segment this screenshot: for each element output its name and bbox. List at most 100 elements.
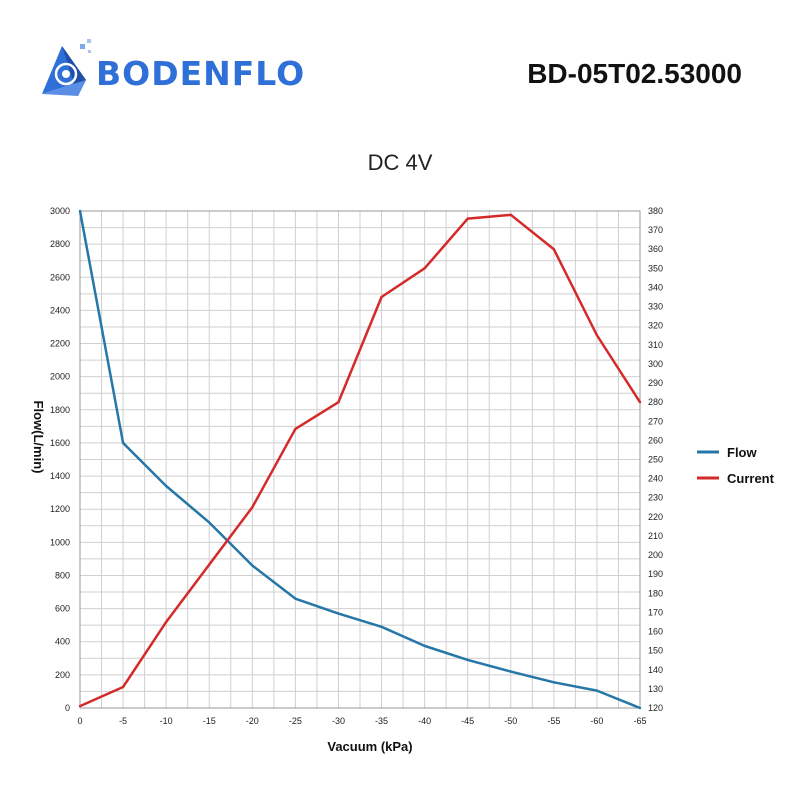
y2-tick-label: 370 bbox=[648, 225, 663, 235]
y2-tick-label: 170 bbox=[648, 607, 663, 617]
x-tick-label: -30 bbox=[332, 716, 345, 726]
y-tick-label: 3000 bbox=[50, 206, 70, 216]
y2-tick-label: 200 bbox=[648, 550, 663, 560]
y2-tick-label: 340 bbox=[648, 282, 663, 292]
data-point-flow bbox=[337, 612, 340, 615]
y-tick-label: 2400 bbox=[50, 305, 70, 315]
data-point-current bbox=[294, 427, 297, 431]
data-point-flow bbox=[164, 484, 168, 488]
data-point-flow bbox=[78, 209, 82, 213]
data-point-current bbox=[208, 563, 211, 566]
y2-tick-label: 130 bbox=[648, 684, 663, 694]
data-point-current bbox=[78, 704, 82, 708]
data-point-flow bbox=[251, 564, 254, 567]
data-point-current bbox=[423, 267, 426, 270]
data-point-flow bbox=[595, 689, 599, 692]
y-tick-label: 2600 bbox=[50, 272, 70, 282]
data-point-flow bbox=[423, 644, 426, 648]
data-point-flow bbox=[208, 521, 211, 524]
y2-tick-label: 190 bbox=[648, 569, 663, 579]
data-point-flow bbox=[380, 625, 383, 629]
data-point-current bbox=[595, 334, 599, 337]
y-tick-label: 2000 bbox=[50, 372, 70, 382]
y-tick-label: 1800 bbox=[50, 405, 70, 415]
y-tick-label: 1000 bbox=[50, 537, 70, 547]
brand-logo bbox=[36, 36, 326, 106]
x-tick-label: -65 bbox=[633, 716, 646, 726]
data-point-flow bbox=[294, 597, 297, 600]
left-axis-ticks: 0 200 400 600 800 1000 1200 1400 1600 1800 2000 220… bbox=[50, 206, 70, 713]
y2-tick-label: 220 bbox=[648, 512, 663, 522]
data-point-flow bbox=[121, 441, 125, 445]
data-point-current bbox=[509, 213, 512, 217]
y-tick-label: 1200 bbox=[50, 504, 70, 514]
y2-tick-label: 330 bbox=[648, 302, 663, 312]
y-tick-label: 1400 bbox=[50, 471, 70, 481]
y-tick-label: 1600 bbox=[50, 438, 70, 448]
right-axis-ticks: 120 130 140 150 160 170 180 190 200 210 220 230 240 2… bbox=[648, 206, 663, 713]
y-tick-label: 0 bbox=[65, 703, 70, 713]
x-tick-label: -10 bbox=[160, 716, 173, 726]
brand-name: BODENFLO bbox=[96, 54, 306, 93]
logo-mark-icon bbox=[42, 39, 91, 96]
y-tick-label: 200 bbox=[55, 670, 70, 680]
y-tick-label: 800 bbox=[55, 570, 70, 580]
x-tick-label: -50 bbox=[504, 716, 517, 726]
data-point-current bbox=[121, 685, 125, 689]
legend-label-current: Current bbox=[727, 471, 775, 486]
grid-lines bbox=[79, 210, 641, 709]
plot-frame bbox=[79, 210, 641, 709]
y2-tick-label: 150 bbox=[648, 646, 663, 656]
y2-tick-label: 320 bbox=[648, 321, 663, 331]
series-line-current bbox=[79, 213, 642, 708]
y2-tick-label: 210 bbox=[648, 531, 663, 541]
x-tick-label: -60 bbox=[590, 716, 603, 726]
data-point-current bbox=[380, 295, 383, 299]
x-tick-label: -5 bbox=[119, 716, 127, 726]
legend: Flow Current bbox=[697, 445, 775, 486]
y2-tick-label: 260 bbox=[648, 435, 663, 445]
x-tick-label: -40 bbox=[418, 716, 431, 726]
data-point-current bbox=[552, 248, 556, 251]
data-point-flow bbox=[466, 658, 469, 662]
y2-tick-label: 120 bbox=[648, 703, 663, 713]
data-point-current bbox=[466, 217, 469, 220]
y2-tick-label: 360 bbox=[648, 244, 663, 254]
y-tick-label: 400 bbox=[55, 637, 70, 647]
data-point-current bbox=[337, 400, 340, 404]
x-tick-label: -45 bbox=[461, 716, 474, 726]
x-tick-label: -25 bbox=[289, 716, 302, 726]
series-line-flow bbox=[78, 210, 641, 710]
y-axis-label: Flow(L/min) bbox=[31, 401, 46, 474]
y2-tick-label: 290 bbox=[648, 378, 663, 388]
y-tick-label: 2200 bbox=[50, 339, 70, 349]
x-tick-label: -20 bbox=[246, 716, 259, 726]
data-point-flow bbox=[509, 670, 512, 673]
y2-tick-label: 280 bbox=[648, 397, 663, 407]
data-point-flow bbox=[638, 706, 642, 710]
x-tick-label: 0 bbox=[77, 716, 82, 726]
y2-tick-label: 140 bbox=[648, 665, 663, 675]
y2-tick-label: 380 bbox=[648, 206, 663, 216]
y2-tick-label: 310 bbox=[648, 340, 663, 350]
y2-tick-label: 240 bbox=[648, 474, 663, 484]
y2-tick-label: 180 bbox=[648, 588, 663, 598]
y2-tick-label: 270 bbox=[648, 416, 663, 426]
data-point-current bbox=[251, 506, 254, 509]
x-axis-label: Vacuum (kPa) bbox=[327, 739, 412, 754]
y2-tick-label: 230 bbox=[648, 493, 663, 503]
series-layer bbox=[78, 209, 642, 710]
legend-label-flow: Flow bbox=[727, 445, 757, 460]
data-point-flow bbox=[552, 681, 556, 684]
y2-tick-label: 250 bbox=[648, 455, 663, 465]
data-point-current bbox=[164, 620, 168, 624]
y-tick-label: 2800 bbox=[50, 239, 70, 249]
data-point-current bbox=[638, 400, 642, 404]
chart-title: DC 4V bbox=[367, 150, 433, 175]
y2-tick-label: 300 bbox=[648, 359, 663, 369]
x-tick-label: -35 bbox=[375, 716, 388, 726]
x-axis-ticks: 0 -5 -10 -15 -20 -25 -30 -35 -40 -45 -50 -55 -60 -65 bbox=[77, 716, 646, 726]
y2-tick-label: 350 bbox=[648, 263, 663, 273]
y-tick-label: 600 bbox=[55, 604, 70, 614]
